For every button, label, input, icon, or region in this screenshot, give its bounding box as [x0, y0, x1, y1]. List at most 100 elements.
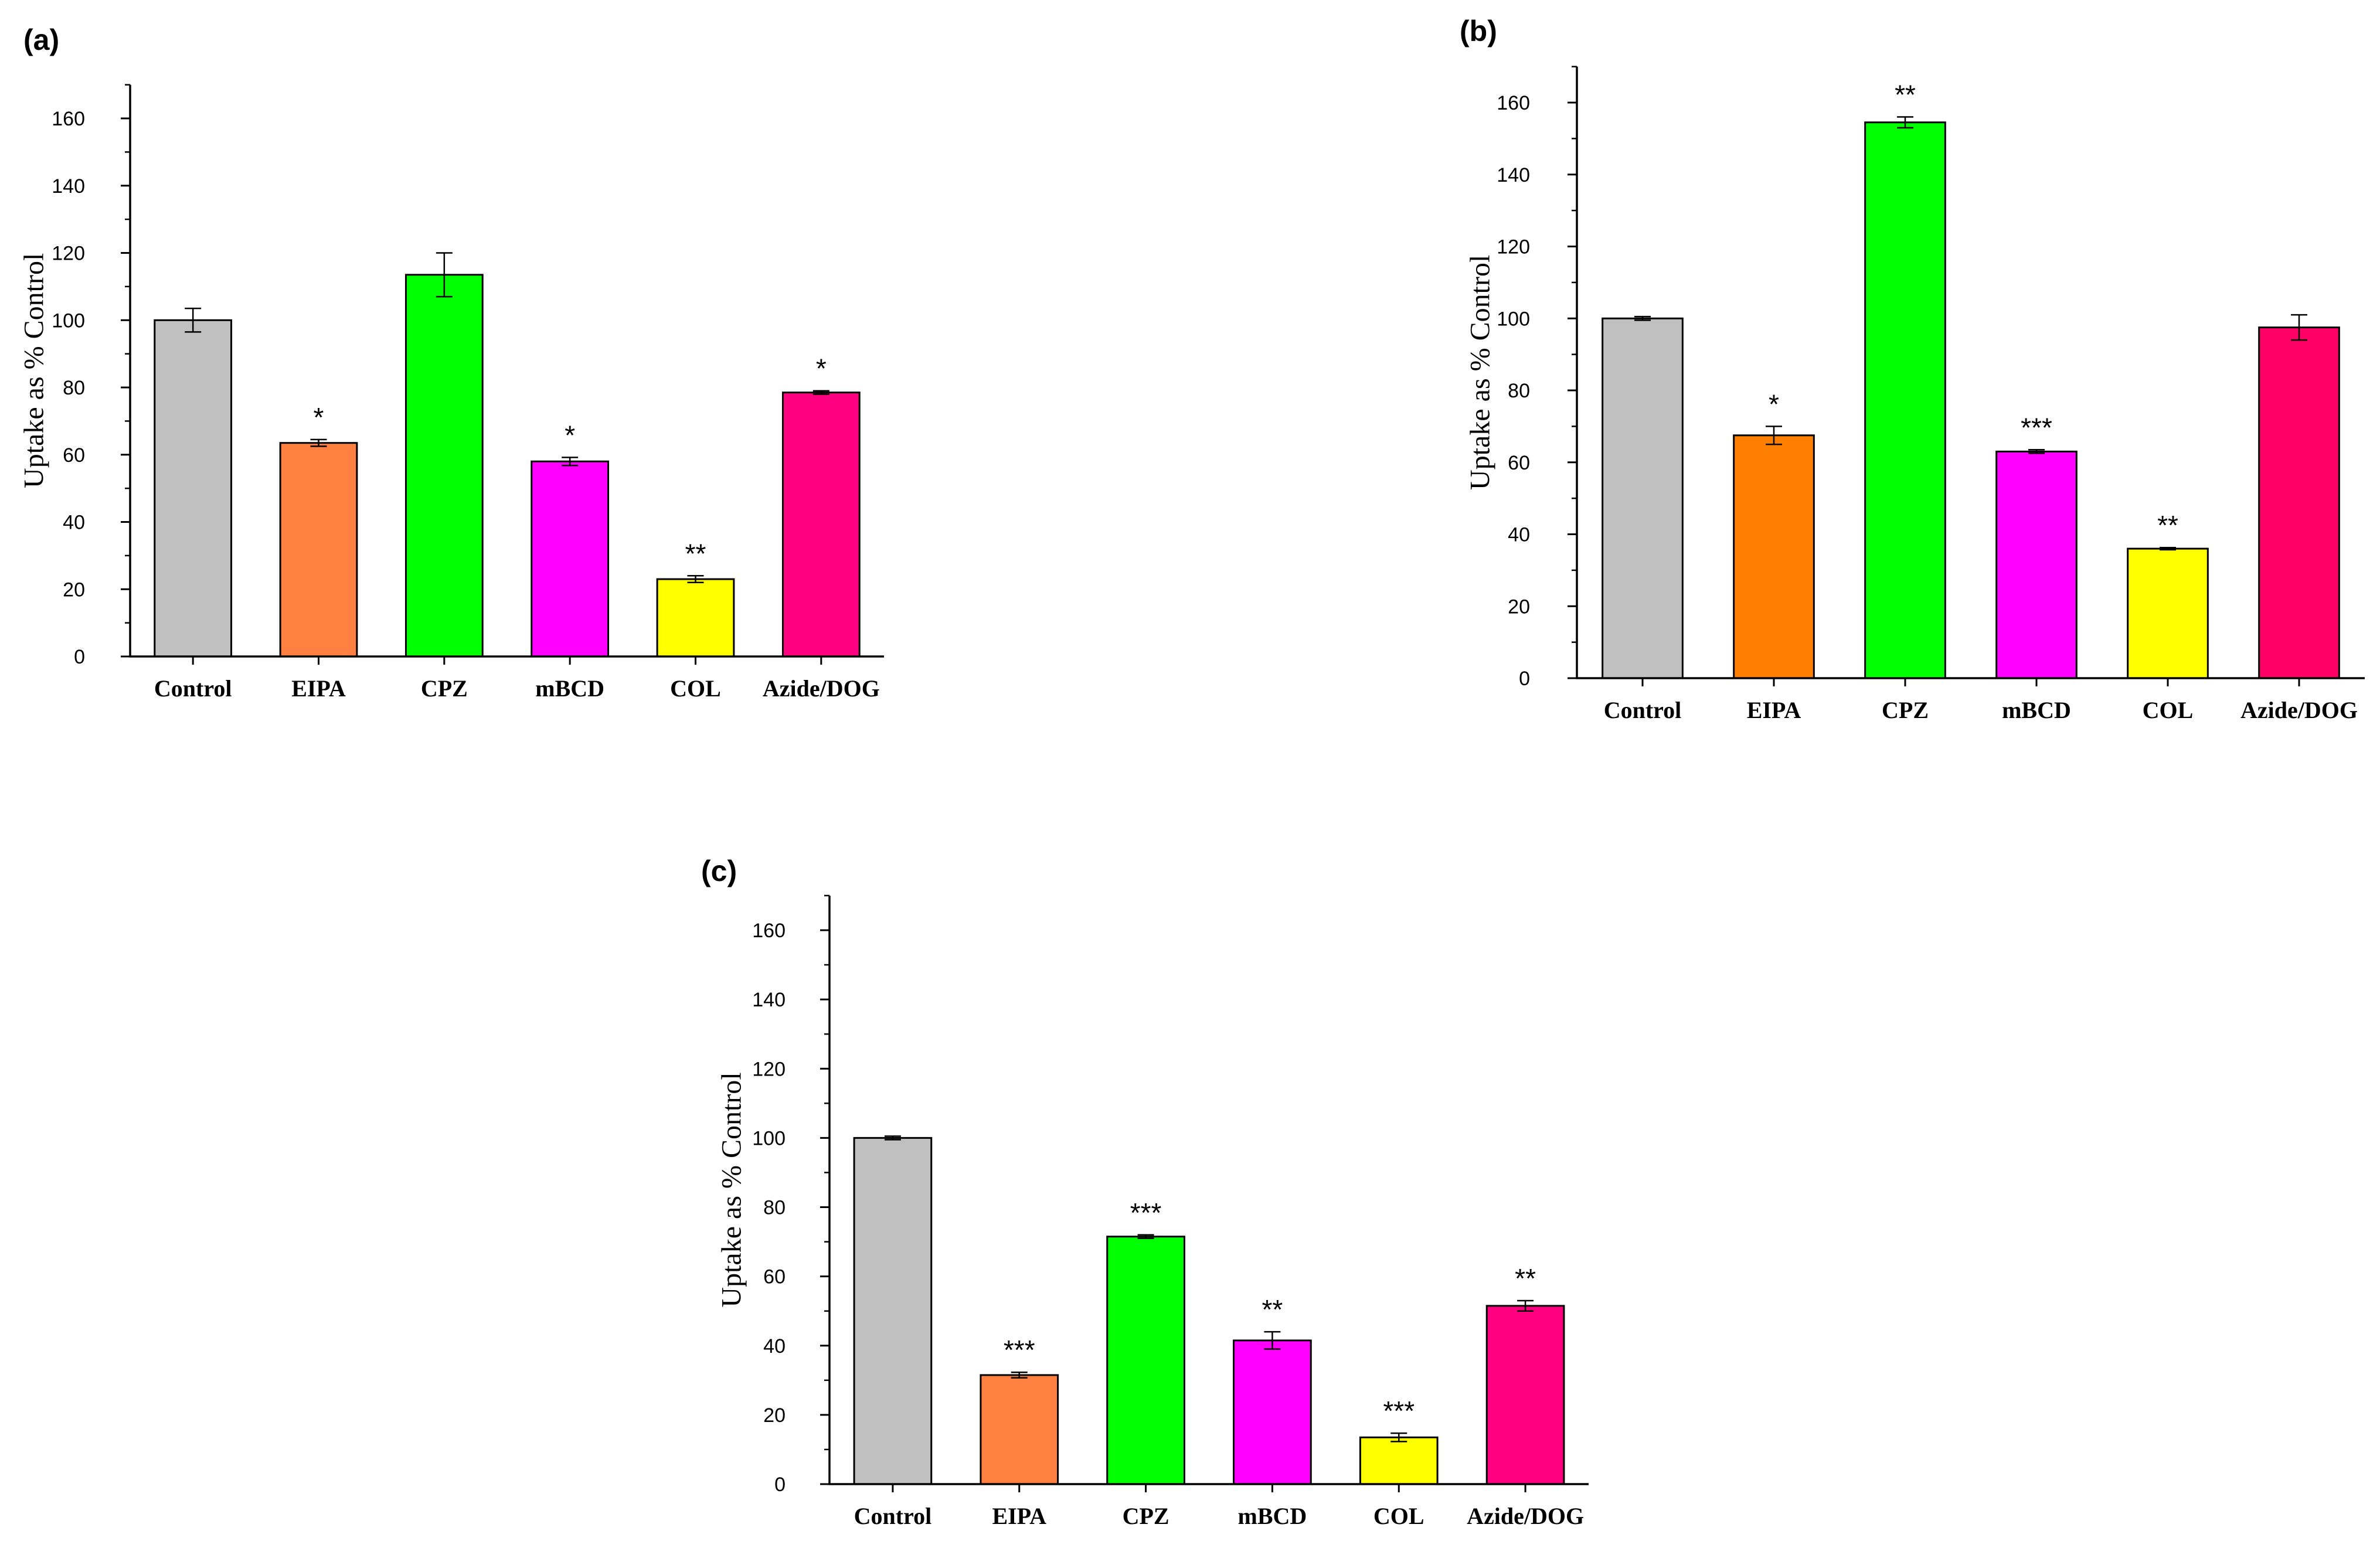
error-bar: [2028, 449, 2045, 454]
y-tick-label: 20: [63, 579, 85, 601]
x-tick-label: mBCD: [1238, 1503, 1307, 1529]
chart-panel-c: (c) Uptake as % Control Control *** EIPA *** C…: [701, 855, 1589, 1529]
bar-col: [656, 578, 735, 658]
bar-mbcd: [1995, 450, 2078, 679]
y-tick-label: 0: [774, 1474, 786, 1496]
error-bar: [1011, 1371, 1028, 1379]
x-tick-label: Azide/DOG: [763, 675, 880, 702]
y-axis-title: Uptake as % Control: [19, 253, 50, 488]
y-tick-label: 40: [63, 512, 85, 534]
y-tick-label: 40: [1508, 524, 1530, 546]
bar-azide-dog: [781, 392, 861, 658]
error-bar: [1137, 1234, 1154, 1239]
y-tick-label: 0: [1519, 668, 1530, 690]
y-tick-label: 100: [52, 309, 85, 332]
significance-marker: **: [685, 538, 706, 569]
x-tick-label: COL: [2143, 697, 2194, 723]
x-tick-label: CPZ: [1882, 697, 1929, 723]
y-tick-label: 60: [63, 444, 85, 467]
y-tick-label: 140: [752, 989, 786, 1011]
significance-marker: *: [1769, 389, 1779, 419]
x-tick-label: mBCD: [2002, 697, 2071, 723]
y-tick-label: 80: [1508, 380, 1530, 402]
y-tick-label: 20: [1508, 596, 1530, 618]
y-tick-label: 120: [1497, 236, 1530, 258]
chart-panel-b: (b) Uptake as % Control Control * EIPA ** CPZ *…: [1460, 15, 2365, 723]
y-tick-label: 40: [763, 1335, 786, 1358]
error-bar: [1766, 426, 1782, 445]
y-axis-title: Uptake as % Control: [716, 1072, 747, 1307]
significance-marker: ***: [2021, 412, 2052, 443]
error-bar: [687, 575, 704, 584]
significance-marker: *: [816, 353, 827, 384]
bar-azide-dog: [2258, 326, 2340, 679]
bar-mbcd: [531, 460, 610, 658]
error-bar: [185, 307, 202, 333]
y-tick-label: 120: [752, 1058, 786, 1080]
y-tick-label: 60: [1508, 452, 1530, 474]
bar-eipa: [1733, 434, 1815, 679]
significance-marker: **: [1515, 1263, 1536, 1294]
y-tick-label: 120: [52, 243, 85, 265]
bar-control: [853, 1137, 933, 1485]
bar-eipa: [980, 1374, 1059, 1485]
error-bar: [436, 252, 453, 298]
bar-col: [1359, 1436, 1439, 1485]
error-bar: [1897, 116, 1913, 129]
bar-mbcd: [1233, 1339, 1312, 1485]
significance-marker: ***: [1383, 1396, 1415, 1426]
x-tick-label: CPZ: [1123, 1503, 1169, 1529]
x-tick-label: COL: [1373, 1503, 1424, 1529]
y-tick-label: 140: [52, 175, 85, 198]
y-tick-label: 80: [763, 1197, 786, 1219]
bar-control: [1602, 317, 1684, 679]
bar-eipa: [279, 442, 358, 658]
x-tick-label: Control: [854, 1503, 932, 1529]
error-bar: [562, 457, 579, 467]
y-tick-label: 0: [74, 646, 85, 668]
panel-label: (b): [1460, 15, 1497, 47]
y-tick-label: 160: [52, 108, 85, 130]
significance-marker: *: [314, 402, 324, 433]
error-bar: [1264, 1331, 1281, 1350]
bar-cpz: [404, 274, 484, 658]
bar-azide-dog: [1485, 1305, 1565, 1485]
y-tick-label: 100: [752, 1127, 786, 1149]
x-tick-label: EIPA: [291, 675, 346, 702]
y-tick-label: 160: [1497, 92, 1530, 114]
error-bar: [1634, 315, 1651, 321]
y-tick-label: 100: [1497, 308, 1530, 330]
y-tick-label: 80: [63, 377, 85, 399]
x-tick-label: Control: [154, 675, 232, 702]
significance-marker: ***: [1004, 1335, 1035, 1365]
panel-label: (a): [23, 23, 59, 56]
bar-cpz: [1864, 121, 1946, 679]
y-tick-label: 140: [1497, 164, 1530, 186]
x-tick-label: Azide/DOG: [1467, 1503, 1584, 1529]
y-tick-label: 20: [763, 1404, 786, 1427]
significance-marker: ***: [1130, 1197, 1162, 1228]
significance-marker: **: [2157, 510, 2178, 540]
bar-col: [2127, 547, 2209, 679]
error-bar: [1517, 1299, 1534, 1312]
error-bar: [884, 1135, 901, 1141]
x-tick-label: CPZ: [421, 675, 468, 702]
error-bar: [2291, 314, 2307, 341]
bar-control: [154, 319, 233, 658]
error-bar: [2160, 546, 2176, 551]
x-tick-label: mBCD: [535, 675, 604, 702]
chart-panel-a: (a) Uptake as % Control Control * EIPA CPZ * mB…: [19, 23, 884, 702]
y-tick-label: 60: [763, 1266, 786, 1288]
significance-marker: **: [1262, 1294, 1283, 1325]
panel-label: (c): [701, 855, 737, 887]
bar-cpz: [1106, 1236, 1185, 1485]
y-axis-title: Uptake as % Control: [1465, 255, 1496, 490]
y-tick-label: 160: [752, 920, 786, 942]
x-tick-label: Azide/DOG: [2240, 697, 2358, 723]
x-tick-label: COL: [670, 675, 721, 702]
error-bar: [812, 390, 829, 395]
error-bar: [310, 438, 327, 447]
x-tick-label: EIPA: [1747, 697, 1801, 723]
significance-marker: **: [1895, 80, 1916, 110]
